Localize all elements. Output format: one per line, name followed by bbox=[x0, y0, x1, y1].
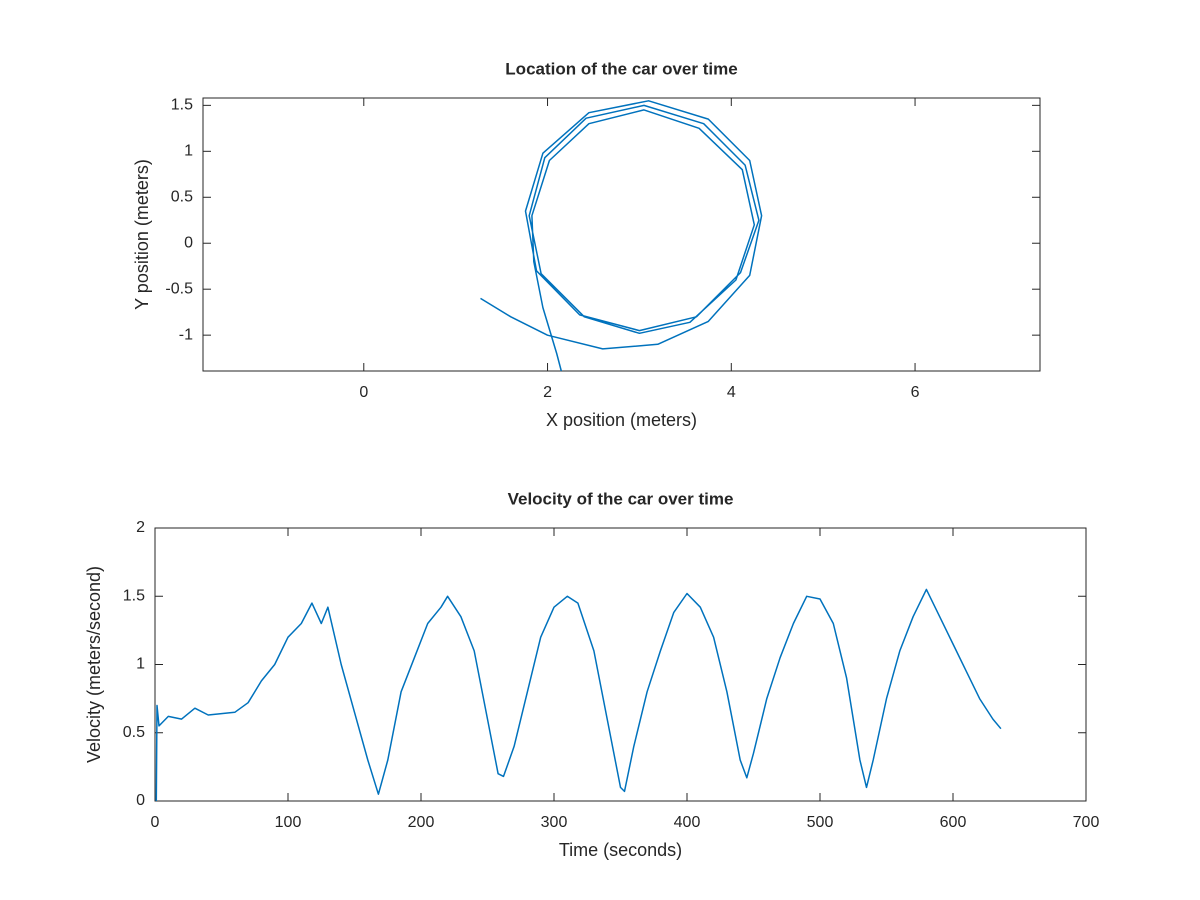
x-tick-label: 2 bbox=[543, 384, 552, 401]
y-tick-label: -0.5 bbox=[165, 280, 193, 297]
plot-area bbox=[202, 97, 1041, 372]
chart-title: Velocity of the car over time bbox=[508, 489, 734, 508]
y-axis-label: Velocity (meters/second) bbox=[84, 566, 104, 763]
y-tick-label: 0.5 bbox=[171, 188, 193, 205]
x-tick-label: 0 bbox=[151, 814, 160, 831]
x-tick-label: 700 bbox=[1073, 814, 1100, 831]
x-tick-label: 600 bbox=[940, 814, 967, 831]
chart-title: Location of the car over time bbox=[505, 59, 737, 78]
y-tick-label: -1 bbox=[179, 326, 193, 343]
y-tick-label: 1.5 bbox=[123, 587, 145, 604]
x-axis-label: Time (seconds) bbox=[559, 840, 682, 860]
data-line bbox=[480, 100, 763, 372]
y-tick-label: 1 bbox=[136, 656, 145, 673]
x-tick-label: 500 bbox=[807, 814, 834, 831]
x-tick-label: 200 bbox=[408, 814, 435, 831]
y-tick-label: 0 bbox=[184, 234, 193, 251]
y-tick-label: 1 bbox=[184, 143, 193, 160]
y-tick-label: 2 bbox=[136, 519, 145, 536]
x-axis-label: X position (meters) bbox=[546, 410, 697, 430]
x-tick-label: 0 bbox=[359, 384, 368, 401]
y-tick-label: 1.5 bbox=[171, 97, 193, 114]
x-tick-label: 100 bbox=[275, 814, 302, 831]
x-tick-label: 300 bbox=[541, 814, 568, 831]
data-line bbox=[155, 588, 1002, 802]
plot-area bbox=[154, 527, 1087, 802]
x-tick-label: 400 bbox=[674, 814, 701, 831]
x-tick-label: 4 bbox=[727, 384, 736, 401]
y-tick-label: 0 bbox=[136, 792, 145, 809]
x-tick-label: 6 bbox=[911, 384, 920, 401]
y-tick-label: 0.5 bbox=[123, 724, 145, 741]
y-axis-label: Y position (meters) bbox=[132, 159, 152, 310]
